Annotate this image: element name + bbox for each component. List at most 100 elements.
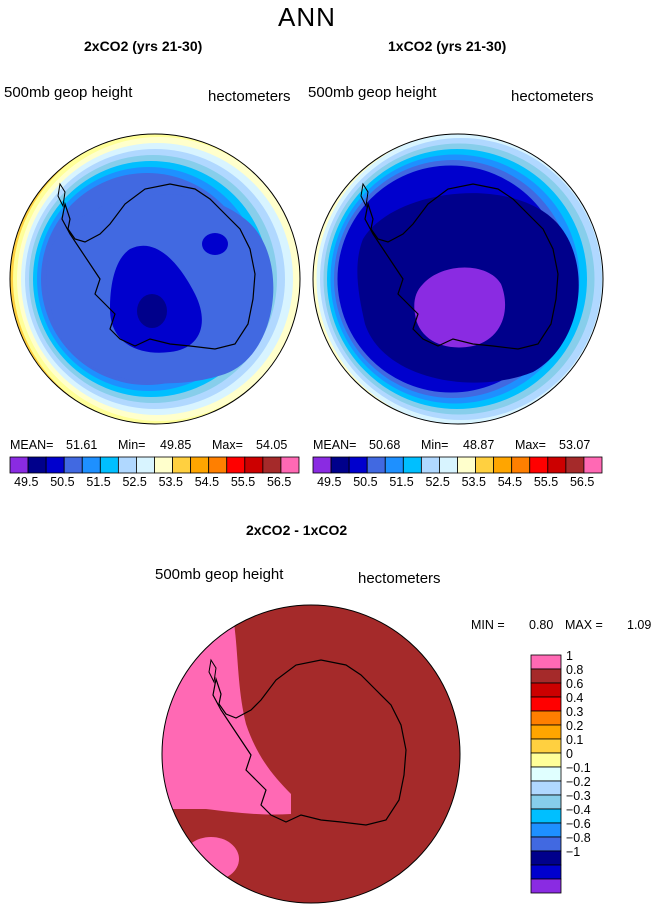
colorbar-swatch [244, 456, 264, 474]
colorbar-swatch [475, 456, 495, 474]
colorbar-swatch [117, 456, 137, 474]
panel2-colorbar-ticks: 49.5 50.5 51.5 52.5 53.5 54.5 55.5 56.5 [313, 475, 602, 491]
colorbar-tick-label: 0.3 [566, 705, 584, 719]
panel1-max-value: 54.05 [256, 438, 288, 452]
colorbar-tick-label: 52.5 [122, 475, 147, 489]
difference-title: 2xCO2 - 1xCO2 [246, 522, 348, 538]
colorbar-swatch [529, 456, 549, 474]
panel2-field-label: 500mb geop height [308, 84, 437, 101]
panel2-mean-value: 50.68 [369, 438, 401, 452]
colorbar-swatch [530, 752, 562, 768]
colorbar-tick-label: 53.5 [158, 475, 183, 489]
colorbar-tick-label: 54.5 [194, 475, 220, 489]
panel2-coastline [364, 183, 559, 350]
panel1-max-label: Max= [212, 438, 243, 452]
difference-min-value: 0.80 [529, 618, 554, 632]
colorbar-tick-label: 0.2 [566, 719, 584, 733]
colorbar-swatch [493, 456, 513, 474]
colorbar-tick-label: 56.5 [266, 475, 292, 489]
colorbar-tick-label: 55.5 [533, 475, 559, 489]
colorbar-tick-label: 1 [566, 649, 573, 663]
colorbar-swatch [27, 456, 47, 474]
panel2-min-label: Min= [421, 438, 449, 452]
colorbar-swatch [530, 654, 562, 670]
colorbar-tick-label: 56.5 [569, 475, 595, 489]
colorbar-swatch [384, 456, 404, 474]
panel1-east-contour [202, 233, 228, 255]
colorbar-tick-label: 0 [566, 747, 573, 761]
colorbar-tick-label: −0.1 [566, 761, 591, 775]
colorbar-swatch [530, 668, 562, 684]
colorbar-swatch [136, 456, 155, 474]
difference-units: hectometers [358, 570, 441, 587]
panel1-coastline [61, 183, 256, 350]
difference-colorbar-ticks: 1 0.8 0.6 0.4 0.3 0.2 0.1 0 −0.1 −0.2 −0.3 −0.4 −0.6… [566, 649, 626, 893]
colorbar-swatch [530, 766, 562, 782]
colorbar-swatch [530, 864, 562, 880]
colorbar-tick-label: 49.5 [317, 475, 342, 489]
colorbar-swatch [9, 456, 29, 474]
panel1-mean-label: MEAN= [10, 438, 54, 452]
colorbar-swatch [530, 724, 562, 740]
panel1-colorbar-ticks: 49.5 50.5 51.5 52.5 53.5 54.5 55.5 56.5 [10, 475, 299, 491]
colorbar-swatch [530, 808, 562, 824]
colorbar-swatch [530, 696, 562, 712]
colorbar-tick-label: −1 [566, 845, 581, 859]
colorbar-tick-label: 0.6 [566, 677, 584, 691]
colorbar-swatch [226, 456, 246, 474]
colorbar-swatch [312, 456, 332, 474]
panel1-mean-value: 51.61 [66, 438, 98, 452]
panel1-field-label: 500mb geop height [4, 84, 133, 101]
colorbar-swatch [190, 456, 210, 474]
panel1-min-value: 49.85 [160, 438, 192, 452]
panel2-units: hectometers [511, 88, 594, 105]
colorbar-swatch [530, 794, 562, 810]
colorbar-swatch [439, 456, 458, 474]
colorbar-swatch [530, 738, 562, 754]
colorbar-tick-label: −0.8 [566, 831, 591, 845]
colorbar-swatch [530, 822, 562, 838]
panel1-map [9, 133, 301, 425]
colorbar-swatch [530, 850, 562, 866]
panel1-min-label: Min= [118, 438, 146, 452]
colorbar-tick-label: 52.5 [425, 475, 450, 489]
colorbar-tick-label: 0.4 [566, 691, 584, 705]
colorbar-swatch [547, 456, 567, 474]
colorbar-swatch [402, 456, 422, 474]
colorbar-swatch [565, 456, 585, 474]
difference-peninsula [208, 658, 217, 684]
colorbar-swatch [420, 456, 440, 474]
colorbar-tick-label: 49.5 [14, 475, 39, 489]
colorbar-tick-label: −0.2 [566, 775, 591, 789]
panel2-max-label: Max= [515, 438, 546, 452]
colorbar-tick-label: 50.5 [353, 475, 378, 489]
colorbar-swatch [154, 456, 173, 474]
colorbar-swatch [348, 456, 368, 474]
colorbar-swatch [511, 456, 531, 474]
colorbar-swatch [530, 682, 562, 698]
difference-map [161, 604, 461, 904]
panel2-max-value: 53.07 [559, 438, 591, 452]
panel1-title: 2xCO2 (yrs 21-30) [84, 38, 203, 54]
colorbar-swatch [172, 456, 192, 474]
colorbar-tick-label: 55.5 [230, 475, 256, 489]
colorbar-tick-label: −0.6 [566, 817, 591, 831]
colorbar-swatch [208, 456, 228, 474]
difference-field-label: 500mb geop height [155, 566, 284, 583]
panel2-title: 1xCO2 (yrs 21-30) [388, 38, 507, 54]
difference-max-label: MAX = [565, 618, 603, 632]
colorbar-tick-label: 0.8 [566, 663, 584, 677]
colorbar-swatch [330, 456, 350, 474]
colorbar-swatch [45, 456, 65, 474]
colorbar-tick-label: 53.5 [461, 475, 486, 489]
colorbar-swatch [530, 710, 562, 726]
colorbar-swatch [280, 456, 300, 474]
difference-coastline [212, 659, 407, 826]
colorbar-swatch [81, 456, 101, 474]
panel2-peninsula [360, 182, 369, 208]
panel1-deep-contour [137, 294, 167, 328]
panel1-colorbar [9, 456, 300, 474]
colorbar-swatch [262, 456, 282, 474]
colorbar-swatch [530, 878, 562, 894]
colorbar-swatch [63, 456, 83, 474]
